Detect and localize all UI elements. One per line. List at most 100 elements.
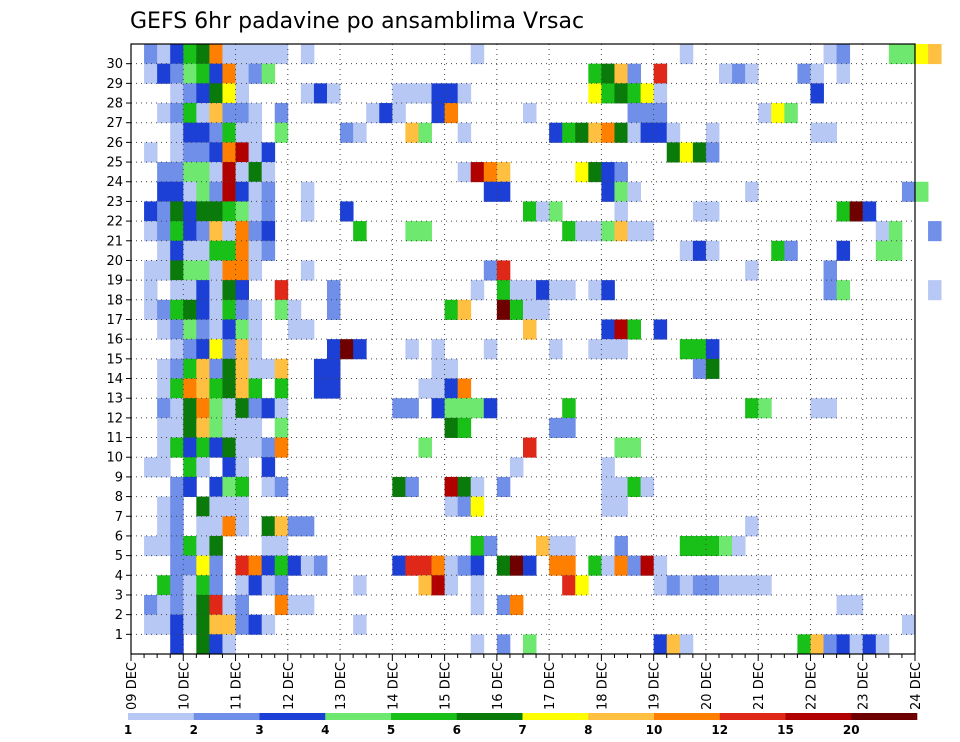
heatmap-cell xyxy=(196,260,210,281)
heatmap-cell xyxy=(719,575,733,596)
heatmap-cell xyxy=(222,457,236,478)
heatmap-cell xyxy=(196,457,210,478)
heatmap-cell xyxy=(562,398,576,419)
heatmap-cell xyxy=(222,398,236,419)
heatmap-cell xyxy=(784,103,798,124)
heatmap-cell xyxy=(823,398,837,419)
heatmap-cell xyxy=(836,594,851,616)
heatmap-cell xyxy=(823,122,837,143)
heatmap-cell xyxy=(235,221,249,242)
heatmap-cell xyxy=(170,417,184,438)
heatmap-cell xyxy=(248,122,263,143)
heatmap-cell xyxy=(562,280,576,301)
heatmap-cell xyxy=(209,398,223,419)
heatmap-cell xyxy=(170,594,184,616)
colorbar-swatch xyxy=(391,713,458,720)
heatmap-cell xyxy=(653,103,668,124)
heatmap-cell xyxy=(274,516,289,537)
heatmap-cell xyxy=(496,299,511,320)
heatmap-cell xyxy=(523,103,537,124)
heatmap-cell xyxy=(248,142,263,163)
heatmap-cell xyxy=(196,142,210,163)
heatmap-cell xyxy=(222,103,236,124)
heatmap-cell xyxy=(653,63,668,84)
heatmap-cell xyxy=(183,142,197,163)
heatmap-cell xyxy=(170,83,184,104)
heatmap-cell xyxy=(745,516,759,537)
heatmap-cell xyxy=(366,103,380,124)
heatmap-cell xyxy=(183,476,197,497)
heatmap-cell xyxy=(705,339,720,360)
x-tick-label: 13 DEC xyxy=(334,662,349,710)
heatmap-cell xyxy=(248,240,263,261)
heatmap-cell xyxy=(523,201,537,222)
heatmap-cell xyxy=(692,358,707,379)
heatmap-cell xyxy=(183,358,197,379)
heatmap-cell xyxy=(157,575,171,596)
heatmap-cell xyxy=(470,398,485,419)
heatmap-cell xyxy=(601,83,615,104)
heatmap-cell xyxy=(235,457,249,478)
heatmap-cell xyxy=(692,339,707,360)
heatmap-cell xyxy=(601,339,615,360)
heatmap-cell xyxy=(274,358,289,379)
heatmap-cell xyxy=(444,555,459,576)
heatmap-cell xyxy=(183,299,197,320)
heatmap-cell xyxy=(235,122,249,143)
heatmap-cell xyxy=(144,280,158,301)
y-tick-label: 19 xyxy=(106,274,123,289)
heatmap-cell xyxy=(222,476,236,497)
heatmap-cell xyxy=(222,44,236,65)
heatmap-cell xyxy=(157,201,171,222)
x-tick-label: 16 DEC xyxy=(491,662,506,710)
heatmap-cell xyxy=(823,634,837,655)
heatmap-cell xyxy=(261,555,276,576)
y-tick-label: 9 xyxy=(115,470,123,485)
heatmap-cell xyxy=(614,319,628,340)
heatmap-cell xyxy=(496,280,511,301)
heatmap-cell xyxy=(196,555,210,576)
colorbar-label: 10 xyxy=(646,723,663,737)
heatmap-cell xyxy=(523,299,537,320)
heatmap-cell xyxy=(549,201,563,222)
heatmap-cell xyxy=(758,575,772,596)
heatmap-cell xyxy=(745,398,759,419)
heatmap-cell xyxy=(679,142,694,163)
heatmap-cell xyxy=(235,201,249,222)
heatmap-cell xyxy=(392,83,406,104)
heatmap-cell xyxy=(209,555,223,576)
heatmap-cell xyxy=(261,437,276,458)
heatmap-cell xyxy=(235,142,249,163)
heatmap-cell xyxy=(640,103,655,124)
heatmap-cell xyxy=(705,240,720,261)
heatmap-cell xyxy=(209,594,223,616)
colorbar-label: 4 xyxy=(321,723,329,737)
heatmap-cell xyxy=(222,83,236,104)
heatmap-cell xyxy=(183,260,197,281)
heatmap-cell xyxy=(705,122,720,143)
heatmap-cell xyxy=(640,555,655,576)
heatmap-cell xyxy=(457,299,472,320)
heatmap-cell xyxy=(170,201,184,222)
heatmap-cell xyxy=(222,162,236,183)
heatmap-cell xyxy=(157,358,171,379)
heatmap-cell xyxy=(549,339,563,360)
heatmap-cell xyxy=(719,535,733,557)
heatmap-cell xyxy=(183,103,197,124)
heatmap-cell xyxy=(209,634,223,655)
heatmap-cell xyxy=(248,575,263,596)
heatmap-cell xyxy=(235,555,249,576)
y-tick-label: 28 xyxy=(106,97,123,112)
heatmap-cell xyxy=(457,555,472,576)
heatmap-cell xyxy=(248,181,263,202)
heatmap-cell xyxy=(418,555,432,576)
heatmap-cell xyxy=(261,398,276,419)
heatmap-cell xyxy=(209,162,223,183)
heatmap-cell xyxy=(235,260,249,281)
heatmap-cell xyxy=(170,280,184,301)
heatmap-cell xyxy=(261,457,276,478)
heatmap-cell xyxy=(170,575,184,596)
heatmap-cell xyxy=(496,162,511,183)
heatmap-cell xyxy=(222,437,236,458)
heatmap-cell xyxy=(614,496,628,517)
